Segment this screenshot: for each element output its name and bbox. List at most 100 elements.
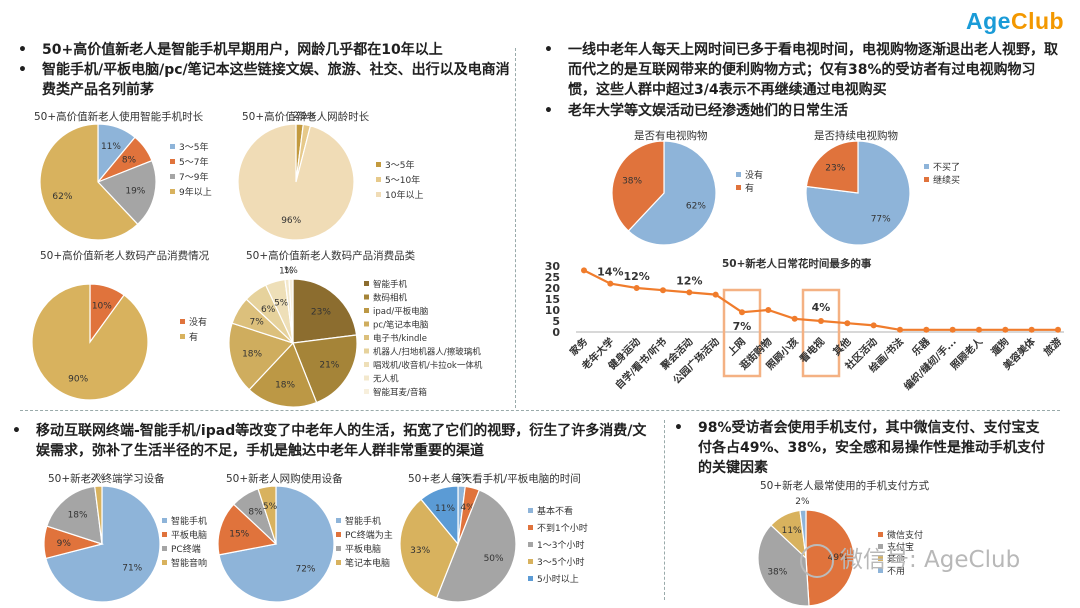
pie-label-shopping_device-2: 8% [248, 508, 263, 518]
legend-label-digital_spend-1: 有 [189, 331, 198, 343]
legend-label-learning_device-2: PC终端 [171, 543, 201, 555]
pie-slice-shopping_device-0 [218, 485, 335, 603]
bullet-text: 98%受访者会使用手机支付，其中微信支付、支付宝支付各占49%、38%，安全感和… [698, 420, 1046, 476]
legend-label-net_age-1: 5～10年 [385, 174, 420, 186]
line-xtick-13: 乐器 [909, 334, 933, 358]
line-xtick-12: 绘画/书法 [866, 335, 906, 375]
horizontal-divider [20, 410, 1060, 411]
chart-title-digital-spend: 50+高价值新老人数码产品消费情况 [40, 250, 210, 262]
logo-part-age: Age [966, 8, 1011, 34]
pie-slice-screen_time-1 [457, 485, 481, 545]
pie-label-digital_spend-1: 90% [68, 374, 88, 384]
line-ytick-6: 30 [545, 260, 561, 273]
pie-slice-phone_years-0 [97, 123, 136, 184]
legend-label-screen_time-0: 基本不看 [537, 505, 573, 517]
legend-label-digital_category-1: 数码相机 [373, 293, 408, 304]
legend-swatch-shopping_device-1 [336, 532, 341, 537]
pie-label-phone_years-0: 11% [101, 142, 121, 152]
pie-slice-digital_category-2 [248, 341, 318, 408]
legend-label-digital_category-4: 电子书/kindle [373, 333, 427, 344]
ageclub-logo: AgeClub [966, 8, 1064, 35]
bullet-top-left-2: • 智能手机/平板电脑/pc/笔记本这些链接文娱、旅游、社交、出行以及电商消费类产… [18, 62, 510, 98]
legend-swatch-digital_category-4 [364, 335, 369, 340]
line-ytick-1: 5 [552, 315, 560, 328]
line-series [583, 269, 1058, 331]
legend-label-shopping_device-2: 平板电脑 [345, 543, 381, 555]
pie-slice-shopping_device-2 [232, 488, 277, 545]
bullet-text: 智能手机/平板电脑/pc/笔记本这些链接文娱、旅游、社交、出行以及电商消费类产品… [42, 62, 510, 98]
pie-label-screen_time-4: 11% [435, 504, 455, 514]
line-xtick-11: 社区活动 [842, 335, 880, 373]
line-data-label-6: 7% [733, 320, 752, 333]
chart-title-net-age: 50+高价值新老人网龄时长 [242, 111, 370, 123]
legend-label-tv_continue-1: 继续买 [933, 174, 960, 186]
pie-slice-digital_category-7 [284, 278, 294, 344]
bullet-top-right-1: • 一线中老年人每天上网时间已多于看电视时间，电视购物逐渐退出老人视野，取而代之的… [544, 42, 1058, 98]
pie-label-tv_shopping-1: 38% [622, 176, 642, 186]
pie-label-phone_years-2: 19% [125, 186, 145, 196]
line-xtick-8: 照顾小孩 [763, 335, 800, 372]
line-xtick-2: 健身运动 [605, 335, 642, 372]
line-point-16 [1002, 326, 1009, 333]
pie-label-digital_category-0: 23% [311, 307, 331, 317]
pie-slice-learning_device-2 [46, 485, 103, 545]
legend-label-shopping_device-3: 笔记本电脑 [345, 557, 390, 569]
line-data-label-1: 14% [597, 266, 623, 279]
bullet-top-right-2: • 老年大学等文娱活动已经渗透她们的日常生活 [544, 103, 848, 119]
pie-label-pay_method-3: 2% [795, 497, 810, 507]
legend-swatch-shopping_device-3 [336, 560, 341, 565]
line-point-7 [765, 307, 772, 313]
legend-swatch-net_age-0 [376, 162, 381, 167]
line-xtick-4: 聚会活动 [657, 335, 695, 373]
pie-slice-digital_spend-1 [31, 283, 149, 401]
legend-swatch-tv_shopping-0 [736, 172, 741, 177]
legend-label-digital_category-3: pc/笔记本电脑 [373, 320, 429, 331]
wechat-icon [800, 543, 834, 578]
line-point-3 [660, 287, 666, 294]
legend-swatch-digital_spend-0 [180, 319, 185, 324]
pie-slice-learning_device-1 [43, 525, 105, 560]
pie-label-learning_device-0: 71% [122, 563, 142, 573]
line-point-4 [686, 289, 693, 296]
pie-label-tv_continue-1: 23% [825, 163, 845, 173]
pie-label-net_age-2: 96% [281, 216, 301, 226]
pie-label-digital_category-5: 6% [261, 305, 276, 315]
legend-swatch-digital_category-3 [364, 321, 369, 327]
chart-title-phone-years: 50+高价值新老人使用智能手机时长 [34, 111, 204, 123]
bullet-text: 一线中老年人每天上网时间已多于看电视时间，电视购物逐渐退出老人视野，取而代之的是… [568, 42, 1058, 98]
line-xtick-15: 照顾老人 [948, 334, 986, 372]
legend-swatch-learning_device-1 [162, 532, 167, 537]
legend-swatch-digital_category-0 [364, 281, 369, 286]
legend-swatch-tv_continue-0 [924, 164, 929, 169]
pie-slice-phone_years-3 [39, 123, 139, 241]
legend-swatch-phone_years-3 [170, 189, 175, 194]
pie-slice-digital_category-6 [264, 278, 294, 344]
legend-label-digital_category-5: 机器人/扫地机器人/擦玻璃机 [373, 347, 481, 358]
pie-label-phone_years-1: 8% [122, 155, 137, 165]
pie-label-learning_device-2: 18% [68, 511, 88, 521]
legend-swatch-screen_time-0 [528, 508, 533, 513]
legend-label-phone_years-3: 9年以上 [179, 186, 212, 198]
line-point-14 [949, 326, 956, 333]
chart-title-screen-time: 50+老人每天看手机/平板电脑的时间 [408, 473, 581, 485]
wechat-watermark: 微信号: AgeClub [800, 540, 1020, 578]
legend-label-tv_shopping-1: 有 [745, 182, 754, 194]
legend-swatch-screen_time-1 [528, 525, 533, 530]
pie-slice-phone_years-1 [97, 136, 153, 183]
chart-title-tv-continue: 是否持续电视购物 [814, 130, 898, 142]
line-ytick-5: 25 [545, 271, 560, 284]
legend-label-digital_category-7: 无人机 [373, 374, 399, 385]
legend-label-digital_category-8: 智能耳麦/音箱 [373, 387, 427, 398]
pie-label-digital_category-3: 18% [242, 350, 262, 360]
legend-label-phone_years-1: 5～7年 [179, 156, 208, 168]
pie-label-digital_category-4: 7% [250, 317, 265, 327]
legend-swatch-learning_device-0 [162, 518, 167, 523]
legend-label-screen_time-2: 1～3个小时 [537, 539, 584, 551]
line-ytick-4: 20 [545, 282, 561, 295]
pie-slice-screen_time-2 [435, 489, 517, 603]
legend-label-digital_category-2: ipad/平板电脑 [373, 306, 429, 317]
pie-slice-tv_shopping-0 [627, 140, 717, 246]
legend-label-digital_category-6: 唱戏机/收音机/卡拉ok一体机 [373, 360, 483, 371]
pie-label-screen_time-3: 33% [410, 546, 430, 556]
pie-slice-shopping_device-1 [217, 503, 278, 556]
